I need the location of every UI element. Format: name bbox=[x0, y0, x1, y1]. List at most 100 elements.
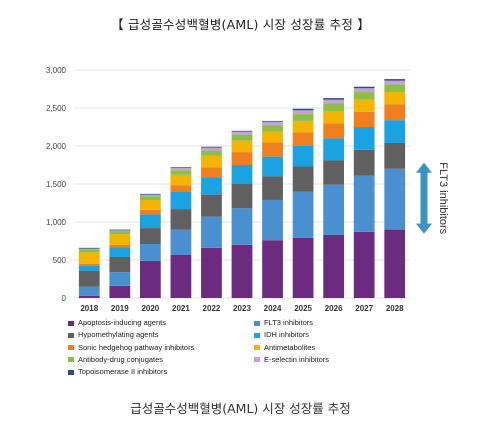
legend-item: IDH inhibitors bbox=[264, 330, 309, 339]
bar-segment bbox=[109, 285, 131, 298]
legend-swatch bbox=[68, 332, 74, 338]
legend-item: Apoptosis-inducing agents bbox=[78, 318, 166, 327]
arrow-head-down bbox=[416, 223, 432, 234]
page-title: 【 급성골수성백혈병(AML) 시장 성장률 추정 】 bbox=[111, 17, 370, 32]
bar-segment bbox=[201, 146, 222, 148]
bar-segment bbox=[262, 120, 283, 122]
bar-segment bbox=[353, 88, 375, 93]
bar-segment bbox=[292, 146, 314, 167]
legend-label: Apoptosis-inducing agents bbox=[78, 318, 166, 327]
bar-segment bbox=[78, 270, 100, 287]
legend-item: Antibody-drug conjugates bbox=[78, 355, 163, 364]
bar-segment bbox=[384, 80, 406, 85]
bar-segment bbox=[139, 209, 161, 215]
bar-segment bbox=[109, 229, 131, 231]
bar-segment bbox=[78, 295, 100, 298]
legend-label: IDH inhibitors bbox=[264, 330, 310, 340]
bar-segment bbox=[292, 120, 314, 133]
legend-swatch bbox=[254, 320, 260, 326]
x-axis: 2018 2019 2020 2021 2022 2023 2024 2025 2026 2027… bbox=[80, 304, 404, 313]
bar-segment bbox=[109, 272, 131, 286]
legend-swatch bbox=[254, 357, 260, 363]
x-tick-label: 2026 bbox=[325, 304, 343, 313]
legend-swatch bbox=[254, 345, 260, 351]
bar-segment bbox=[262, 176, 283, 200]
bar-segment bbox=[78, 249, 100, 253]
bar-segment bbox=[231, 131, 253, 135]
x-tick-label: 2022 bbox=[203, 304, 221, 313]
annotation-label: FLT3 inhibitors bbox=[437, 162, 449, 234]
bar-segment bbox=[201, 194, 222, 217]
y-tick-label: 2,000 bbox=[46, 142, 67, 151]
legend-item: Sonic hedgehog pathway inhibitors bbox=[78, 343, 194, 352]
legend-label: FLT3 inhibitors bbox=[264, 318, 314, 327]
bar-segment bbox=[201, 216, 222, 248]
bar-segment bbox=[292, 108, 314, 111]
bar-segment bbox=[78, 265, 100, 271]
bar-segment bbox=[262, 156, 283, 177]
bar-segment bbox=[109, 256, 131, 273]
y-tick-label: 500 bbox=[53, 256, 67, 265]
bar-segment bbox=[262, 125, 283, 132]
bar-segment bbox=[109, 247, 131, 257]
bar-segment bbox=[384, 92, 406, 105]
bar-segment bbox=[139, 196, 161, 200]
bar-segment bbox=[323, 184, 345, 235]
bar-segment bbox=[292, 114, 314, 121]
bar-segment bbox=[353, 149, 375, 176]
bar-segment bbox=[384, 120, 406, 143]
figure-caption: 급성골수성백혈병(AML) 시장 성장률 추정 bbox=[130, 401, 351, 416]
y-tick-label: 1,000 bbox=[46, 218, 67, 227]
x-tick-label: 2018 bbox=[80, 304, 98, 313]
bar-segment bbox=[323, 160, 345, 185]
x-tick-label: 2024 bbox=[264, 304, 282, 313]
legend-swatch bbox=[68, 320, 74, 326]
legend-swatch bbox=[68, 345, 74, 351]
bar-segment bbox=[170, 254, 192, 298]
bar-segment bbox=[170, 209, 192, 230]
bar-segment bbox=[201, 147, 222, 151]
bar-segment bbox=[353, 127, 375, 150]
x-tick-label: 2028 bbox=[386, 304, 404, 313]
bar-segment bbox=[262, 131, 283, 143]
bar-segment bbox=[231, 134, 253, 141]
bar-segment bbox=[170, 191, 192, 210]
bar-segment bbox=[323, 103, 345, 112]
bar-segment bbox=[231, 184, 253, 209]
bar-segment bbox=[292, 110, 314, 115]
bar-segment bbox=[109, 234, 131, 245]
bar-segment bbox=[78, 248, 100, 250]
bar-segment bbox=[231, 130, 253, 132]
bar-segment bbox=[384, 142, 406, 169]
bar-segment bbox=[170, 168, 192, 171]
bar-segment bbox=[139, 199, 161, 210]
bar-segment bbox=[262, 121, 283, 126]
bar-segment bbox=[384, 79, 406, 81]
bar-segment bbox=[323, 138, 345, 161]
bar-segment bbox=[170, 170, 192, 175]
legend-label: E-selectin inhibitors bbox=[264, 354, 330, 364]
bar-segment bbox=[231, 208, 253, 245]
y-tick-label: 1,500 bbox=[46, 180, 67, 189]
bar-segment bbox=[323, 99, 345, 104]
bar-segment bbox=[384, 104, 406, 121]
flt3-annotation: FLT3 inhibitors bbox=[416, 162, 449, 235]
y-tick-label: 0 bbox=[62, 294, 67, 303]
bar-segment bbox=[323, 98, 345, 100]
bar-segment bbox=[231, 244, 253, 298]
bar-segment bbox=[323, 123, 345, 139]
legend-item: Antimetabolites bbox=[264, 343, 315, 352]
legend-item: Topoisomerase II inhibitors bbox=[78, 367, 167, 376]
legend-label: Topoisomerase II inhibitors bbox=[78, 367, 168, 377]
bar-segment bbox=[384, 168, 406, 230]
legend-swatch bbox=[254, 332, 260, 338]
bar-segment bbox=[231, 152, 253, 165]
bar-segment bbox=[78, 286, 100, 296]
bar-segment bbox=[262, 240, 283, 298]
bar-segment bbox=[262, 142, 283, 157]
bar-segment bbox=[78, 247, 100, 249]
bar-segment bbox=[384, 84, 406, 93]
bar-segment bbox=[170, 167, 192, 169]
legend-label: Antibody-drug conjugates bbox=[78, 354, 164, 364]
